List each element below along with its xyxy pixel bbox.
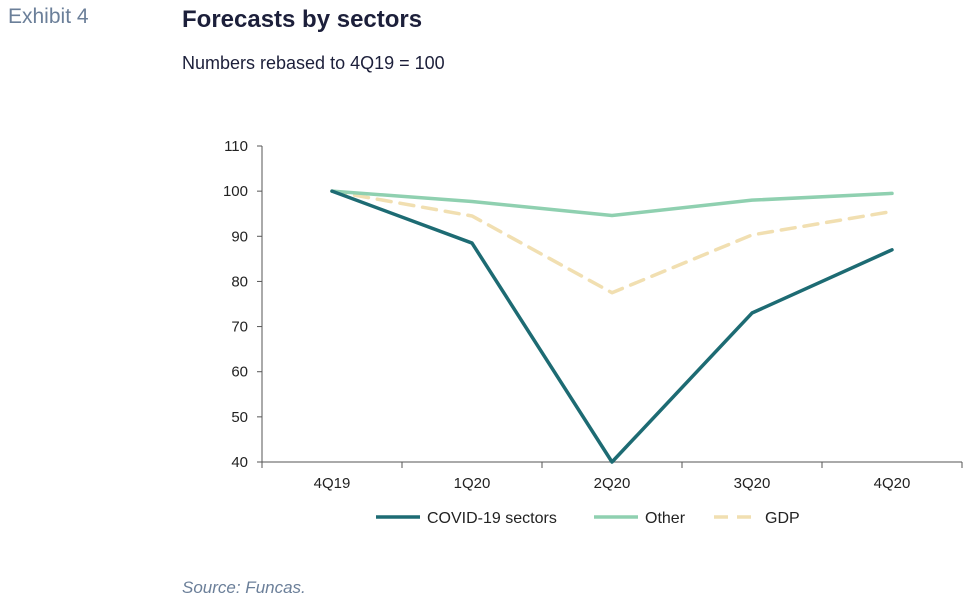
series-line-covid-19-sectors [330, 189, 894, 464]
y-tick-label: 60 [231, 364, 248, 381]
y-tick-label: 80 [231, 273, 248, 290]
series-line-gdp [330, 189, 894, 295]
y-tick-label: 70 [231, 319, 248, 336]
legend-label: Other [645, 510, 686, 527]
exhibit-label: Exhibit 4 [8, 5, 89, 28]
legend-label: GDP [765, 510, 800, 527]
chart-subtitle: Numbers rebased to 4Q19 = 100 [182, 53, 445, 73]
chart-series [330, 189, 894, 464]
y-tick-label: 100 [223, 183, 248, 200]
chart-title: Forecasts by sectors [182, 6, 423, 33]
chart-legend: COVID-19 sectors Other GDP [376, 510, 800, 527]
y-tick-label: 110 [224, 138, 248, 155]
y-tick-label: 90 [231, 228, 248, 245]
y-tick-label: 40 [231, 454, 248, 471]
x-tick-label: 3Q20 [734, 475, 771, 492]
chart-axes: 40 50 60 70 80 90 100 110 4Q19 1Q20 2Q20 3Q20 4Q20 [223, 138, 963, 492]
x-tick-label: 1Q20 [454, 475, 491, 492]
x-tick-label: 4Q20 [874, 475, 911, 492]
series-line-other [330, 189, 894, 218]
x-tick-label: 4Q19 [314, 475, 351, 492]
y-tick-label: 50 [231, 409, 248, 426]
legend-label: COVID-19 sectors [427, 510, 557, 527]
source-note: Source: Funcas. [182, 578, 306, 597]
x-tick-label: 2Q20 [594, 475, 631, 492]
